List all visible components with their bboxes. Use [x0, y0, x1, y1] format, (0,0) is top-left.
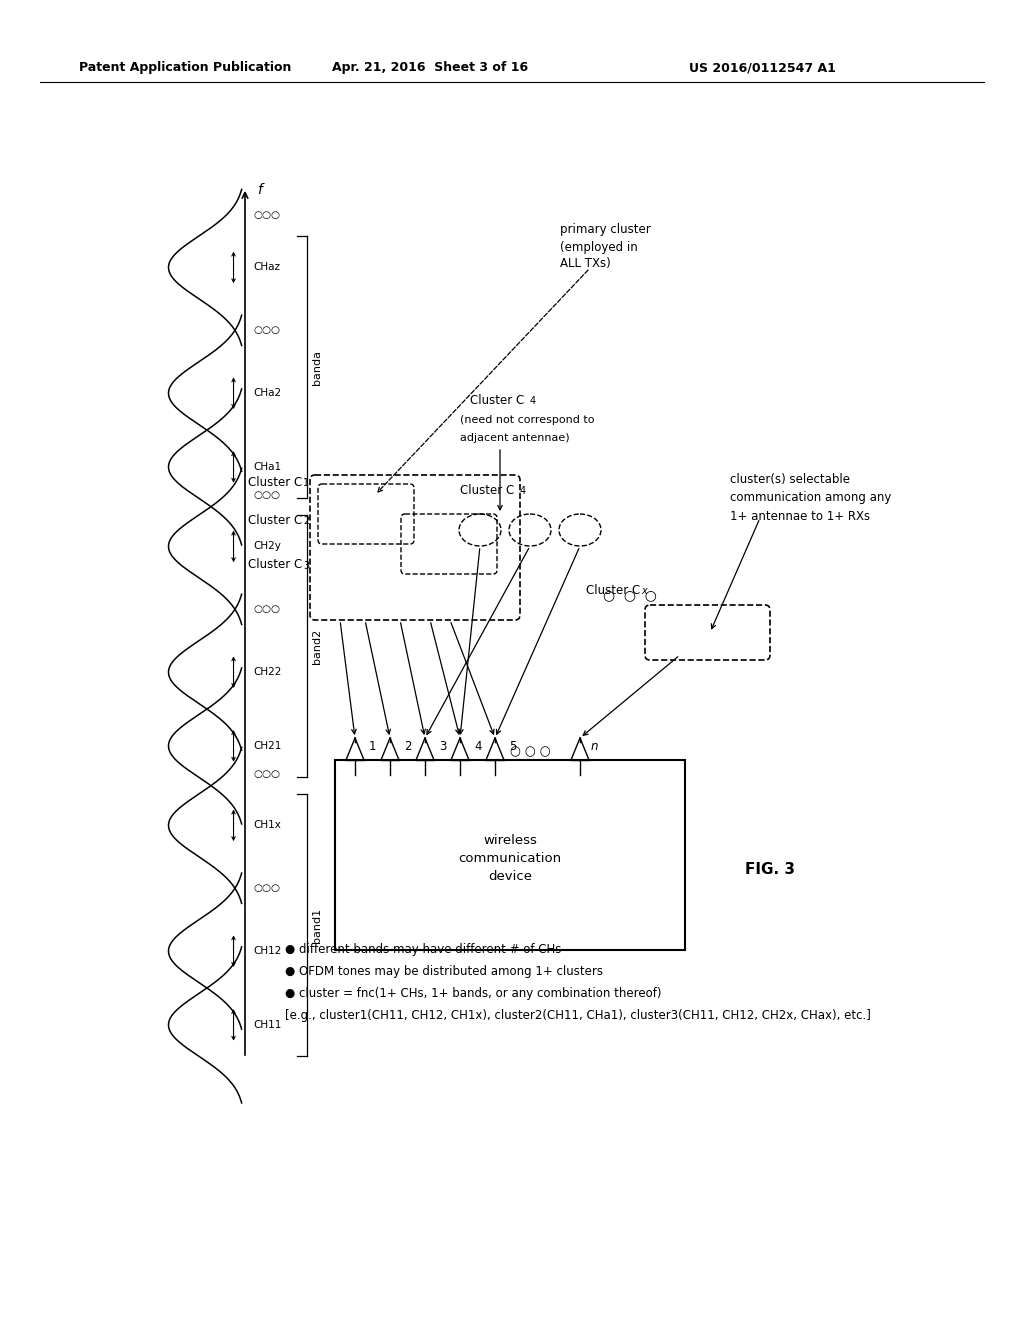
- Text: CH12: CH12: [253, 946, 282, 956]
- Text: ○ ○ ○: ○ ○ ○: [510, 746, 550, 759]
- Text: device: device: [488, 870, 532, 883]
- Text: Cluster C: Cluster C: [470, 393, 524, 407]
- Text: banda: banda: [312, 350, 322, 384]
- Text: 4: 4: [530, 396, 537, 407]
- Text: 1: 1: [369, 739, 377, 752]
- Text: band1: band1: [312, 908, 322, 942]
- Text: ● different bands may have different # of CHs: ● different bands may have different # o…: [285, 944, 561, 957]
- Text: ○○○: ○○○: [253, 490, 280, 500]
- Text: ● cluster = fnc(1+ CHs, 1+ bands, or any combination thereof): ● cluster = fnc(1+ CHs, 1+ bands, or any…: [285, 987, 662, 1001]
- Text: ● OFDM tones may be distributed among 1+ clusters: ● OFDM tones may be distributed among 1+…: [285, 965, 603, 978]
- Text: [e.g., cluster1(CH11, CH12, CH1x), cluster2(CH11, CHa1), cluster3(CH11, CH12, CH: [e.g., cluster1(CH11, CH12, CH1x), clust…: [285, 1010, 870, 1023]
- Text: Apr. 21, 2016  Sheet 3 of 16: Apr. 21, 2016 Sheet 3 of 16: [332, 62, 528, 74]
- Text: 4: 4: [474, 739, 481, 752]
- Text: ○○○: ○○○: [253, 605, 280, 614]
- Text: Cluster C: Cluster C: [248, 475, 302, 488]
- Text: ○○○: ○○○: [253, 883, 280, 894]
- Text: CHaz: CHaz: [253, 263, 280, 272]
- Text: Patent Application Publication: Patent Application Publication: [79, 62, 291, 74]
- Text: CH21: CH21: [253, 741, 282, 751]
- Text: ○○○: ○○○: [253, 770, 280, 779]
- Text: FIG. 3: FIG. 3: [745, 862, 795, 878]
- Text: CH1x: CH1x: [253, 820, 281, 830]
- Text: ○○○: ○○○: [253, 210, 280, 220]
- Text: communication: communication: [459, 851, 561, 865]
- Text: CHa1: CHa1: [253, 462, 282, 473]
- Text: ○  ○  ○: ○ ○ ○: [603, 587, 657, 602]
- Text: wireless: wireless: [483, 833, 537, 846]
- Text: x: x: [641, 586, 647, 597]
- Text: band2: band2: [312, 628, 322, 664]
- Text: 2: 2: [303, 516, 309, 525]
- Text: primary cluster: primary cluster: [560, 223, 650, 236]
- Text: 4: 4: [520, 486, 526, 496]
- Text: 3: 3: [303, 561, 309, 572]
- Text: Cluster C: Cluster C: [460, 483, 514, 496]
- Text: f: f: [257, 183, 262, 197]
- Text: ○○○: ○○○: [253, 325, 280, 335]
- Text: 5: 5: [509, 739, 516, 752]
- Text: (employed in: (employed in: [560, 240, 638, 253]
- Text: 1+ antennae to 1+ RXs: 1+ antennae to 1+ RXs: [730, 510, 870, 523]
- Text: Cluster C: Cluster C: [248, 513, 302, 527]
- Text: (need not correspond to: (need not correspond to: [460, 414, 595, 425]
- Text: CHa2: CHa2: [253, 388, 282, 399]
- Text: CH22: CH22: [253, 667, 282, 677]
- Text: cluster(s) selectable: cluster(s) selectable: [730, 474, 850, 487]
- Text: 3: 3: [439, 739, 446, 752]
- Text: n: n: [591, 739, 598, 752]
- Text: Cluster C: Cluster C: [586, 583, 640, 597]
- Text: adjacent antennae): adjacent antennae): [460, 433, 569, 444]
- Text: 2: 2: [404, 739, 412, 752]
- Text: 1: 1: [303, 478, 309, 488]
- Text: CH11: CH11: [253, 1020, 282, 1030]
- Bar: [335, 760, 685, 950]
- Text: communication among any: communication among any: [730, 491, 891, 504]
- Text: Cluster C: Cluster C: [248, 558, 302, 572]
- Text: US 2016/0112547 A1: US 2016/0112547 A1: [688, 62, 836, 74]
- Text: ALL TXs): ALL TXs): [560, 257, 610, 271]
- Text: CH2y: CH2y: [253, 541, 281, 552]
